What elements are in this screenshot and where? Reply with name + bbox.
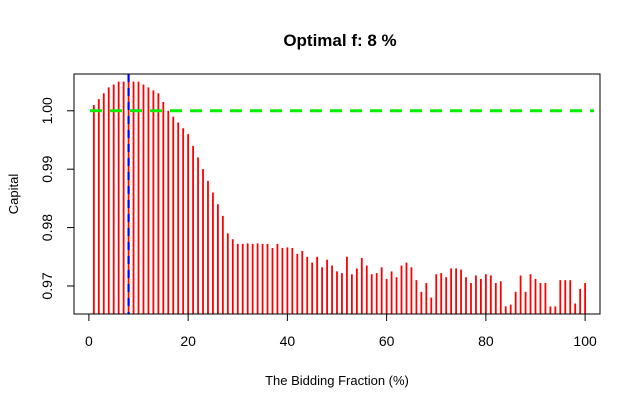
reference-lines-layer xyxy=(90,74,594,314)
y-tick-label-0: 0.97 xyxy=(39,272,55,299)
bars-layer xyxy=(92,80,587,314)
x-axis: 0 20 40 60 80 100 xyxy=(85,313,597,349)
x-tick-label-0: 0 xyxy=(85,333,93,349)
x-tick-label-80: 80 xyxy=(478,333,494,349)
y-tick-label-2: 0.99 xyxy=(39,155,55,182)
y-axis-label: Capital xyxy=(6,174,21,215)
x-tick-label-100: 100 xyxy=(573,333,597,349)
x-tick-label-40: 40 xyxy=(280,333,296,349)
x-tick-label-60: 60 xyxy=(379,333,395,349)
chart-title: Optimal f: 8 % xyxy=(283,31,396,50)
y-tick-label-1: 0.98 xyxy=(39,214,55,241)
x-axis-label: The Bidding Fraction (%) xyxy=(265,373,409,388)
y-tick-label-3: 1.00 xyxy=(39,97,55,124)
y-axis: 0.97 0.98 0.99 1.00 xyxy=(39,97,75,300)
x-tick-label-20: 20 xyxy=(180,333,196,349)
